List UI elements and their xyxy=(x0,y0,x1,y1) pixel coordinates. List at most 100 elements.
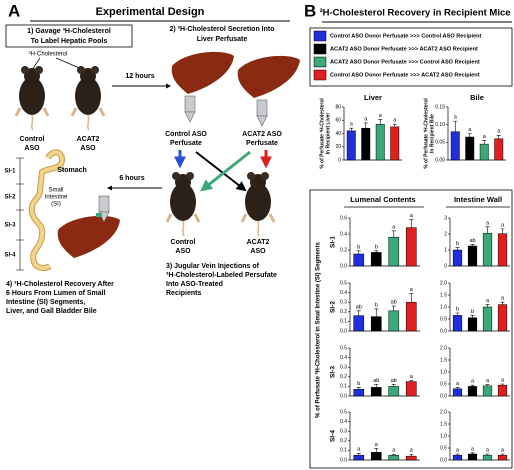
significance-letter: a xyxy=(379,113,383,119)
significance-letter: a xyxy=(410,448,414,454)
y-tick-label: 2.0 xyxy=(440,280,447,286)
perfusate-label: Control ASO xyxy=(165,131,207,138)
error-bar xyxy=(485,304,490,307)
y-tick-label: 0.0 xyxy=(440,393,447,399)
significance-letter: a xyxy=(471,379,475,385)
y-tick-label: 0.05 xyxy=(435,140,445,146)
y-tick-label: 80 xyxy=(335,104,341,110)
significance-letter: b xyxy=(456,306,459,312)
y-tick-label: 0.10 xyxy=(435,122,445,128)
bar xyxy=(405,227,417,267)
bar xyxy=(388,310,400,332)
error-bar xyxy=(470,315,475,318)
y-tick-label: 0.5 xyxy=(340,280,347,286)
y-axis-label: % of Perfusate ³H-Cholesterol xyxy=(319,98,325,169)
segment-label: SI-2 xyxy=(4,195,16,201)
error-bar xyxy=(374,448,379,453)
bar xyxy=(497,304,508,332)
y-tick-label: 0.0 xyxy=(340,457,347,463)
bar xyxy=(388,454,400,461)
y-tick-label: 0.5 xyxy=(440,445,447,451)
mouse-label: Control xyxy=(20,136,45,143)
mouse-label: Control xyxy=(171,239,196,246)
bar xyxy=(405,301,417,332)
y-tick-label: 0.0 xyxy=(340,328,347,334)
segment-label: SI-4 xyxy=(4,253,16,259)
bar xyxy=(482,232,493,267)
error-bar xyxy=(391,305,396,311)
error-bar xyxy=(470,452,475,454)
significance-letter: ab xyxy=(391,299,397,305)
error-bar xyxy=(455,312,460,316)
step4: Intestine (SI) Segments, xyxy=(6,299,85,306)
error-bar xyxy=(409,380,414,382)
significance-letter: a xyxy=(410,287,414,293)
row-label: SI-2 xyxy=(330,301,337,313)
y-tick-label: 3 xyxy=(444,215,447,221)
error-bar xyxy=(356,387,361,390)
y-tick-label: 2.0 xyxy=(440,345,447,351)
column-header: Lumenal Contents xyxy=(350,195,415,204)
significance-letter: a xyxy=(392,224,396,230)
bar xyxy=(452,388,463,397)
error-bar xyxy=(409,293,414,303)
y-tick-label: 1.5 xyxy=(440,292,447,298)
error-bar xyxy=(467,133,472,138)
gallbladder xyxy=(96,213,102,217)
y-tick-label: 0.0 xyxy=(440,328,447,334)
significance-letter: a xyxy=(350,122,354,128)
significance-letter: b xyxy=(357,244,360,250)
intestine-label: (SI) xyxy=(51,202,61,208)
panel-label: A xyxy=(8,1,20,20)
error-bar xyxy=(500,228,505,234)
y-tick-label: 0.0 xyxy=(340,393,347,399)
significance-letter: a xyxy=(501,296,505,302)
significance-letter: a xyxy=(486,378,490,384)
mouse-label: ASO xyxy=(80,145,96,152)
y-tick-label: 0.5 xyxy=(340,345,347,351)
error-bar xyxy=(409,219,414,228)
step4: 6 Hours From Lumen of Small xyxy=(6,290,106,297)
chart-title: Bile xyxy=(470,93,484,102)
significance-letter: a xyxy=(486,447,490,453)
bar xyxy=(465,136,475,161)
significance-letter: ab xyxy=(469,238,475,244)
step1: 1) Gavage ³H-Cholesterol xyxy=(27,28,111,35)
error-bar xyxy=(378,119,383,125)
bar xyxy=(370,387,382,397)
time-label: 12 hours xyxy=(125,73,154,80)
error-bar xyxy=(374,308,379,317)
legend-swatch xyxy=(313,69,327,81)
y-tick-label: 2 xyxy=(444,231,447,237)
panel-title: ³H-Cholesterol Recovery in Recipient Mic… xyxy=(319,8,510,19)
bar xyxy=(494,138,504,161)
y-tick-label: 0.2 xyxy=(340,438,347,444)
significance-letter: b xyxy=(471,309,474,315)
bar xyxy=(452,315,463,332)
y-tick-label: 0.5 xyxy=(440,316,447,322)
significance-letter: a xyxy=(456,447,460,453)
y-tick-label: 0.15 xyxy=(435,104,445,110)
error-bar xyxy=(455,247,460,250)
y-tick-label: 0.1 xyxy=(340,384,347,390)
column-header: Intestine Wall xyxy=(454,195,502,204)
mouse xyxy=(165,170,201,238)
bar xyxy=(370,452,382,461)
y-tick-label: 1.5 xyxy=(440,357,447,363)
error-bar xyxy=(363,122,368,129)
y-axis-label: % of Perfusate ³H-Cholesterol xyxy=(423,98,429,169)
mouse-label: ACAT2 xyxy=(77,136,100,143)
legend-label: ACAT2 ASO Donor Perfusate >>> Control AS… xyxy=(330,59,480,65)
error-bar xyxy=(453,120,458,132)
bracket xyxy=(16,157,24,271)
significance-letter: a xyxy=(410,374,414,380)
arrow xyxy=(200,150,251,192)
significance-letter: ab xyxy=(373,378,379,384)
row-label: SI-3 xyxy=(330,366,337,378)
mouse-label: ASO xyxy=(175,248,191,255)
significance-letter: a xyxy=(375,442,379,448)
significance-letter: a xyxy=(364,116,368,122)
error-bar xyxy=(391,453,396,456)
legend-label: Control ASO Donor Perfusate >>> Control … xyxy=(330,33,482,39)
